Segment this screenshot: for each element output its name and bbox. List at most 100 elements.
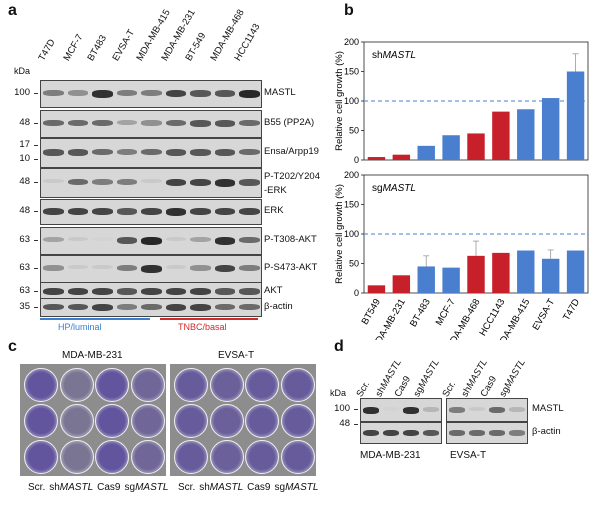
blot-row-label: P-T308-AKT bbox=[264, 234, 317, 245]
blot-band bbox=[116, 303, 137, 310]
culture-well bbox=[280, 404, 315, 438]
blot-band bbox=[116, 179, 137, 185]
bar bbox=[517, 109, 535, 160]
blot-band-d bbox=[383, 407, 399, 412]
blot-band bbox=[141, 288, 162, 296]
bar bbox=[566, 250, 585, 293]
culture-well bbox=[59, 404, 94, 438]
plate-label-row: Scr. shMASTL Cas9 sgMASTL bbox=[178, 482, 318, 493]
culture-well bbox=[95, 440, 129, 474]
blot-band bbox=[141, 237, 162, 245]
panel-a-letter: a bbox=[8, 2, 17, 19]
y-tick-label: 50 bbox=[349, 126, 359, 136]
plate-label-prefix: sh bbox=[49, 482, 60, 493]
blot-band bbox=[165, 90, 186, 98]
y-tick-label: 200 bbox=[344, 170, 359, 180]
blot-band bbox=[67, 179, 88, 186]
blot-band bbox=[67, 288, 88, 296]
blot-band-d bbox=[449, 430, 465, 436]
blot-band-d bbox=[363, 430, 379, 437]
kda-tick bbox=[34, 306, 38, 308]
x-tick-label: MCF-7 bbox=[434, 297, 458, 328]
blot-band bbox=[141, 149, 162, 156]
blot-band bbox=[43, 120, 64, 127]
y-tick-label: 200 bbox=[344, 37, 359, 47]
kda-marker: 100 bbox=[14, 87, 30, 98]
blot-band-d bbox=[489, 407, 505, 413]
plate-label-prefix: sg bbox=[274, 482, 286, 493]
lane-label-prefix: Scr. bbox=[354, 379, 373, 399]
blot-band bbox=[239, 208, 260, 216]
blot-band-d bbox=[509, 430, 525, 436]
culture-well bbox=[130, 368, 165, 402]
plate-label: shMASTL bbox=[199, 482, 243, 493]
plate-label: sgMASTL bbox=[275, 482, 319, 493]
bar bbox=[541, 258, 560, 293]
plate-label: Cas9 bbox=[97, 482, 120, 493]
blot-band bbox=[141, 265, 162, 273]
kda-marker-d: 100 bbox=[334, 403, 350, 414]
blot-band bbox=[239, 90, 260, 98]
blot-row-label: β-actin bbox=[264, 300, 293, 312]
y-tick-label: 0 bbox=[354, 288, 359, 298]
kda-label-d: kDa bbox=[330, 388, 347, 398]
lane-label-d: Scr. bbox=[354, 379, 372, 399]
plate-label-italic: MASTL bbox=[135, 482, 169, 493]
blot-row-label-d: β-actin bbox=[532, 426, 561, 437]
blot-band bbox=[214, 120, 235, 127]
lane-label-a: BT-549 bbox=[183, 30, 209, 64]
lane-label-d: Scr. bbox=[440, 379, 458, 399]
blot-band bbox=[92, 179, 113, 185]
kda-marker: 10 bbox=[19, 153, 30, 164]
blot-band bbox=[92, 303, 113, 311]
blot-strip bbox=[40, 168, 262, 198]
blot-band-d bbox=[469, 430, 485, 436]
kda-marker: 63 bbox=[19, 285, 30, 296]
blot-band bbox=[190, 237, 211, 243]
blot-band-d bbox=[363, 407, 379, 414]
y-tick-label: 0 bbox=[354, 155, 359, 165]
blot-band bbox=[214, 90, 235, 97]
plate-label: sgMASTL bbox=[125, 482, 169, 493]
x-tick-label: T47D bbox=[561, 297, 582, 323]
blot-band bbox=[190, 90, 211, 97]
luminal-group-bar bbox=[40, 318, 150, 320]
plate-title-left: MDA-MB-231 bbox=[62, 350, 123, 361]
blot-band bbox=[165, 120, 186, 127]
blot-band bbox=[67, 303, 88, 311]
blot-band bbox=[116, 265, 137, 271]
chart-title: sgMASTL bbox=[372, 183, 416, 194]
blot-band-d bbox=[423, 430, 439, 437]
kda-marker: 63 bbox=[19, 234, 30, 245]
blot-band bbox=[190, 149, 211, 156]
bar bbox=[467, 255, 485, 293]
kda-tick bbox=[34, 93, 38, 94]
blot-band bbox=[165, 265, 186, 270]
blot-band bbox=[92, 90, 113, 98]
blot-band bbox=[92, 120, 113, 127]
bar bbox=[367, 157, 386, 160]
blot-band bbox=[214, 288, 235, 295]
bar bbox=[492, 252, 510, 293]
culture-well bbox=[95, 404, 129, 438]
blot-band bbox=[165, 208, 186, 216]
culture-well bbox=[209, 404, 244, 438]
culture-well bbox=[174, 368, 208, 402]
blot-band bbox=[43, 179, 64, 184]
kda-tick bbox=[34, 291, 38, 292]
bar bbox=[417, 145, 435, 160]
kda-tick bbox=[34, 182, 38, 183]
plate-label: Cas9 bbox=[247, 482, 270, 493]
blot-row-label: MASTL bbox=[264, 87, 296, 98]
blot-strip-d bbox=[360, 398, 442, 422]
kda-tick-d bbox=[354, 409, 358, 410]
bar bbox=[392, 275, 411, 293]
bar bbox=[467, 133, 485, 160]
blot-band-d bbox=[449, 407, 465, 413]
blot-strip bbox=[40, 199, 262, 225]
blot-band bbox=[190, 288, 211, 296]
bar bbox=[492, 111, 510, 160]
blot-band bbox=[190, 120, 211, 127]
blot-band bbox=[67, 265, 88, 270]
blot-band-d bbox=[489, 430, 505, 436]
